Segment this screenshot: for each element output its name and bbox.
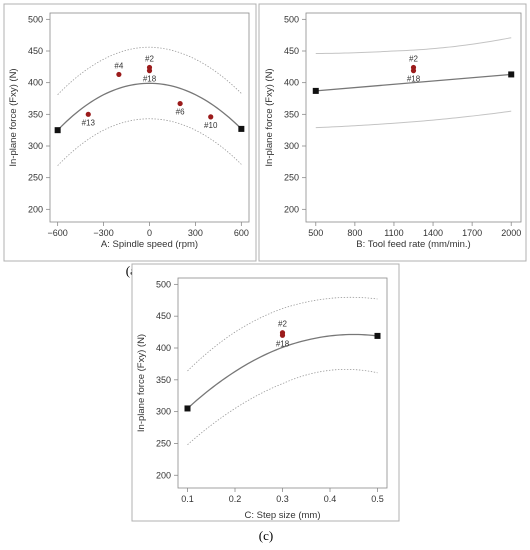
y-axis-title: In-plane force (Fxy) (N): [8, 68, 19, 166]
x-tick-label: 2000: [501, 228, 521, 238]
design-point-label: #2: [409, 54, 418, 63]
design-point: [410, 68, 417, 74]
endpoint-marker: [54, 127, 61, 134]
endpoint-marker: [508, 71, 515, 78]
x-tick-label: 600: [234, 228, 249, 238]
y-tick-label: 450: [284, 46, 299, 56]
x-axis-title: C: Step size (mm): [244, 510, 320, 521]
lower-confidence-band: [315, 110, 512, 129]
y-tick-label: 400: [156, 343, 171, 353]
panel-frame: [131, 263, 400, 522]
y-axis-title: In-plane force (Fxy) (N): [264, 68, 275, 166]
x-tick-label: 1100: [384, 228, 403, 238]
fitted-curve: [187, 333, 378, 409]
x-tick-label: 0.5: [371, 494, 384, 504]
x-tick-label: 800: [347, 228, 362, 238]
design-point: [146, 68, 153, 74]
upper-confidence-band: [187, 296, 378, 372]
x-tick-label: −300: [93, 228, 113, 238]
panel-caption: (c): [259, 528, 273, 543]
endpoint-marker: [184, 405, 191, 412]
upper-confidence-band: [315, 37, 512, 55]
panel-frame: [258, 3, 527, 262]
y-tick-label: 500: [28, 14, 43, 24]
x-axis-title: B: Tool feed rate (mm/min.): [356, 239, 470, 250]
x-tick-label: 0: [147, 228, 152, 238]
chart-panel-a: 200 250 300 350 400 450 500 −600 −300 0 300 600 A: S…: [3, 3, 257, 262]
y-tick-label: 200: [156, 470, 171, 480]
design-point-label: #2: [145, 54, 154, 63]
upper-confidence-band: [57, 46, 242, 95]
design-point-label: #18: [407, 75, 421, 84]
y-tick-label: 350: [156, 375, 171, 385]
design-point: [279, 332, 286, 338]
y-tick-label: 250: [156, 438, 171, 448]
endpoint-marker: [312, 87, 319, 94]
y-tick-label: 450: [28, 46, 43, 56]
y-tick-label: 200: [28, 204, 43, 214]
x-tick-label: 300: [188, 228, 203, 238]
y-tick-label: 300: [284, 141, 299, 151]
chart-panel-b: 200 250 300 350 400 450 500 500 800 1100 1400 1700 2…: [258, 3, 527, 262]
x-tick-label: 0.3: [276, 494, 289, 504]
plot-area: [305, 12, 522, 223]
fitted-curve: [57, 82, 242, 131]
x-tick-label: 0.4: [324, 494, 337, 504]
design-point-label: #2: [278, 320, 287, 329]
x-tick-label: 500: [308, 228, 323, 238]
x-tick-label: 1400: [423, 228, 443, 238]
y-tick-label: 500: [156, 279, 171, 289]
y-axis-title: In-plane force (Fxy) (N): [136, 334, 147, 432]
fitted-curve: [315, 73, 512, 92]
x-tick-label: 0.1: [181, 494, 194, 504]
design-point: [208, 114, 214, 120]
x-tick-label: 1700: [462, 228, 482, 238]
design-point-label: #18: [276, 339, 290, 348]
y-tick-label: 350: [28, 109, 43, 119]
y-tick-label: 350: [284, 109, 299, 119]
x-tick-label: 0.2: [229, 494, 242, 504]
design-point-label: #10: [204, 121, 218, 130]
x-tick-label: −600: [48, 228, 68, 238]
design-point: [85, 111, 91, 117]
panel-frame: [3, 3, 257, 262]
design-point-label: #18: [143, 75, 157, 84]
design-point: [177, 100, 183, 107]
chart-panel-c: 200 250 300 350 400 450 500 0.1 0.2 0.3 0.4 0.5 C: S…: [131, 263, 400, 522]
endpoint-marker: [374, 332, 381, 339]
x-axis-title: A: Spindle speed (rpm): [101, 239, 198, 250]
y-tick-label: 450: [156, 311, 171, 321]
design-point-label: #13: [82, 118, 96, 127]
y-tick-label: 250: [284, 173, 299, 183]
lower-confidence-band: [57, 118, 242, 166]
y-tick-label: 400: [28, 78, 43, 88]
design-point-label: #6: [176, 108, 185, 117]
y-tick-label: 200: [284, 204, 299, 214]
y-tick-label: 250: [28, 173, 43, 183]
endpoint-marker: [238, 125, 245, 132]
design-point: [116, 71, 122, 78]
y-tick-label: 300: [28, 141, 43, 151]
y-tick-label: 500: [284, 14, 299, 24]
y-tick-label: 300: [156, 407, 171, 417]
y-tick-label: 400: [284, 78, 299, 88]
design-point-label: #4: [114, 61, 123, 70]
